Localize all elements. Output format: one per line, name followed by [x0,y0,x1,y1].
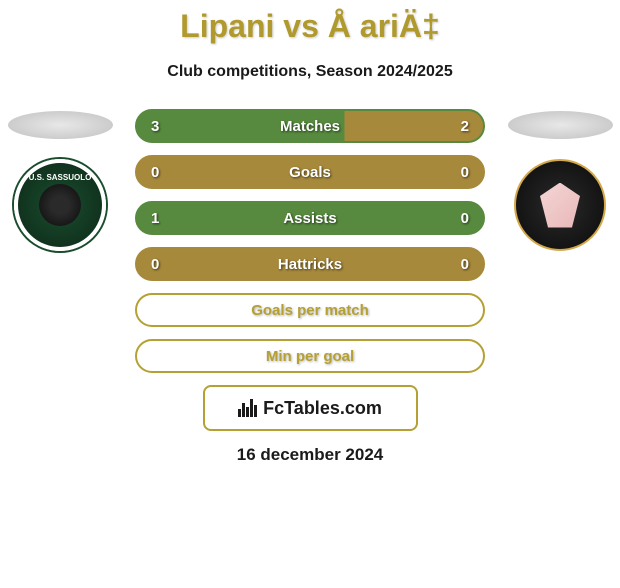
page-title: Lipani vs Å ariÄ‡ [0,8,620,45]
page-subtitle: Club competitions, Season 2024/2025 [0,63,620,81]
stat-label: Matches [280,118,340,135]
stat-label: Goals per match [251,302,369,319]
left-club-name: U.S. SASSUOLO [18,173,102,182]
stat-label: Assists [283,210,336,227]
right-player-column [500,109,620,251]
main-content: U.S. SASSUOLO 3Matches20Goals01Assists00… [0,109,620,465]
right-player-silhouette [508,111,613,139]
stat-row: Goals per match [135,293,485,327]
stat-row: 1 Assists 0 [135,201,485,235]
chart-icon [238,399,257,417]
left-club-badge-inner [39,184,81,226]
right-club-badge [514,159,606,251]
stat-row: 0 Hattricks 0 [135,247,485,281]
stat-right-value: 2 [461,118,469,135]
stat-left-value: 0 [151,256,159,273]
stat-row: Min per goal [135,339,485,373]
footer-site-badge: FcTables.com [203,385,418,431]
footer-date: 16 december 2024 [0,445,620,465]
stat-left-value: 3 [151,118,159,135]
left-player-silhouette [8,111,113,139]
stat-label: Hattricks [278,256,342,273]
left-club-badge: U.S. SASSUOLO [14,159,106,251]
stat-right-value: 0 [461,256,469,273]
stats-container: 3 Matches 2 0 Goals 0 1 Assists 0 0 Hattricks 0 Goal… [135,109,485,373]
right-club-badge-inner [540,183,580,228]
stat-right-value: 0 [461,164,469,181]
footer-site-text: FcTables.com [263,398,382,419]
left-player-column: U.S. SASSUOLO [0,109,120,251]
stat-left-value: 0 [151,164,159,181]
stat-right-value: 0 [461,210,469,227]
stat-left-value: 1 [151,210,159,227]
stat-label: Min per goal [266,348,354,365]
stat-row: 0 Goals 0 [135,155,485,189]
stat-label: Goals [289,164,331,181]
stat-row: 3 Matches 2 [135,109,485,143]
